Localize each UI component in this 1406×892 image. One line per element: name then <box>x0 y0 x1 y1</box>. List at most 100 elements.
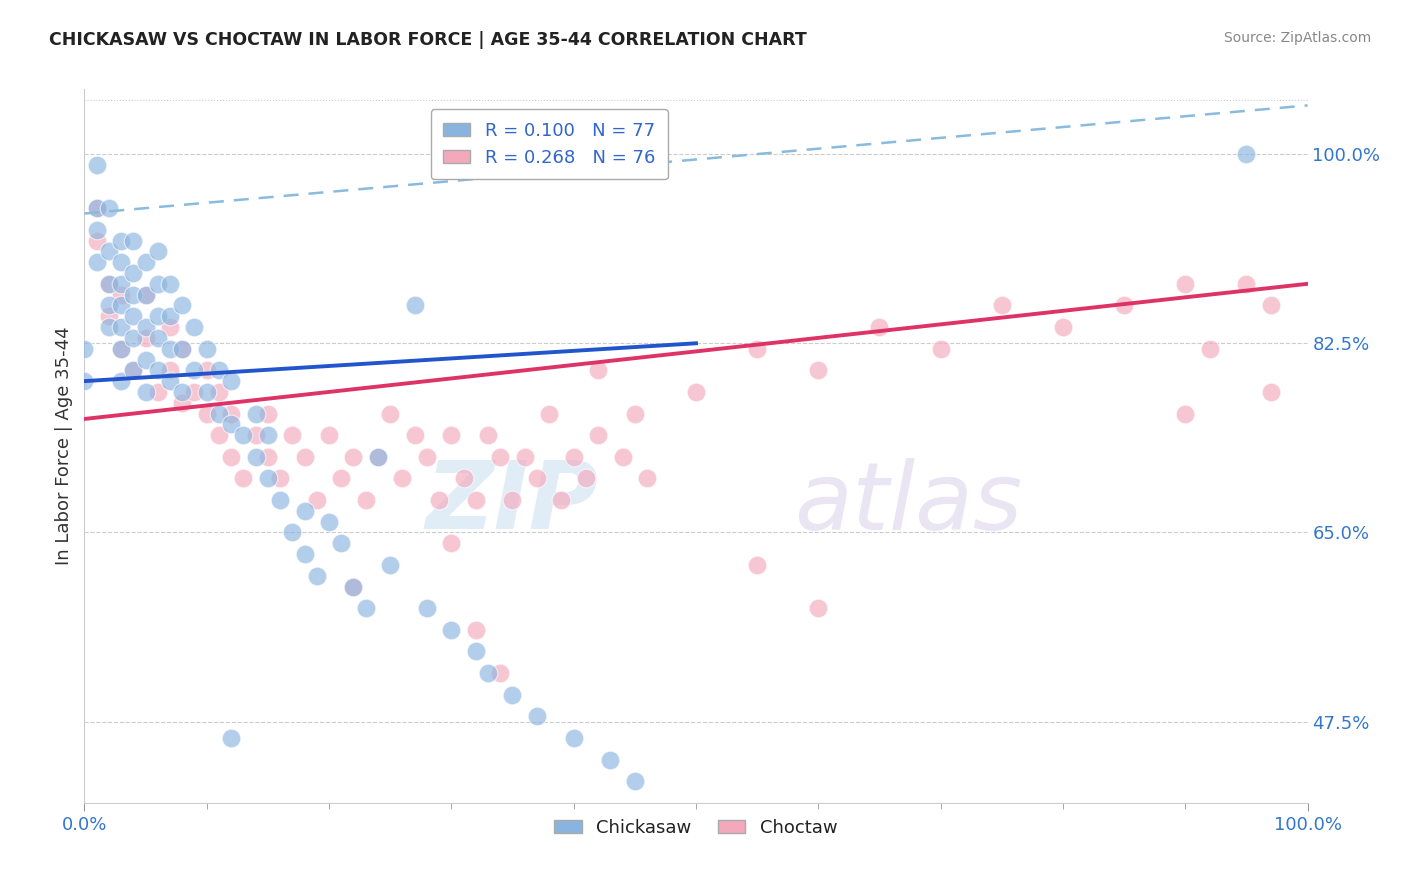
Point <box>208 384 231 399</box>
Point <box>869 320 891 334</box>
Point <box>135 320 157 334</box>
Point <box>380 558 402 572</box>
Point <box>219 417 242 432</box>
Point <box>427 493 450 508</box>
Point <box>477 428 499 442</box>
Point <box>747 342 769 356</box>
Point <box>110 234 132 248</box>
Point <box>219 374 242 388</box>
Point <box>219 407 242 421</box>
Point <box>342 580 364 594</box>
Point <box>464 623 486 637</box>
Point <box>305 568 328 582</box>
Point <box>538 407 561 421</box>
Point <box>232 471 254 485</box>
Point <box>73 374 96 388</box>
Point <box>208 363 231 377</box>
Point <box>330 536 353 550</box>
Point <box>526 709 548 723</box>
Point <box>159 374 181 388</box>
Point <box>97 244 120 259</box>
Point <box>122 266 145 280</box>
Point <box>807 601 830 615</box>
Point <box>245 407 267 421</box>
Point <box>97 277 120 291</box>
Point <box>86 201 108 215</box>
Point <box>110 342 132 356</box>
Point <box>404 428 426 442</box>
Point <box>464 644 486 658</box>
Point <box>269 471 291 485</box>
Point <box>257 428 280 442</box>
Point <box>172 396 194 410</box>
Point <box>281 525 304 540</box>
Point <box>122 310 145 324</box>
Point <box>612 450 634 464</box>
Point <box>257 471 280 485</box>
Point <box>146 244 169 259</box>
Point <box>110 342 132 356</box>
Point <box>97 310 120 324</box>
Point <box>489 666 512 681</box>
Point <box>208 428 231 442</box>
Point <box>1236 147 1258 161</box>
Point <box>991 298 1014 312</box>
Point <box>135 255 157 269</box>
Point <box>110 287 132 301</box>
Legend: Chickasaw, Choctaw: Chickasaw, Choctaw <box>547 812 845 844</box>
Point <box>1114 298 1136 312</box>
Point <box>86 158 108 172</box>
Point <box>208 407 231 421</box>
Point <box>1236 277 1258 291</box>
Point <box>146 310 169 324</box>
Point <box>562 450 585 464</box>
Point <box>391 471 413 485</box>
Point <box>159 277 181 291</box>
Point <box>97 320 120 334</box>
Point <box>172 384 194 399</box>
Point <box>245 450 267 464</box>
Text: Source: ZipAtlas.com: Source: ZipAtlas.com <box>1223 31 1371 45</box>
Point <box>110 320 132 334</box>
Point <box>342 580 364 594</box>
Point <box>97 277 120 291</box>
Point <box>159 363 181 377</box>
Point <box>159 320 181 334</box>
Point <box>146 277 169 291</box>
Point <box>97 298 120 312</box>
Point <box>245 428 267 442</box>
Point <box>416 450 439 464</box>
Point <box>159 310 181 324</box>
Point <box>294 547 316 561</box>
Point <box>135 331 157 345</box>
Point <box>232 428 254 442</box>
Point <box>586 363 609 377</box>
Point <box>440 428 463 442</box>
Point <box>502 493 524 508</box>
Point <box>135 384 157 399</box>
Point <box>1260 384 1282 399</box>
Point <box>1260 298 1282 312</box>
Point <box>122 331 145 345</box>
Point <box>122 234 145 248</box>
Point <box>464 493 486 508</box>
Point <box>1052 320 1074 334</box>
Point <box>416 601 439 615</box>
Point <box>269 493 291 508</box>
Text: atlas: atlas <box>794 458 1022 549</box>
Text: CHICKASAW VS CHOCTAW IN LABOR FORCE | AGE 35-44 CORRELATION CHART: CHICKASAW VS CHOCTAW IN LABOR FORCE | AG… <box>49 31 807 49</box>
Point <box>172 298 194 312</box>
Point <box>159 342 181 356</box>
Point <box>624 407 647 421</box>
Point <box>305 493 328 508</box>
Point <box>146 331 169 345</box>
Point <box>122 363 145 377</box>
Point <box>86 201 108 215</box>
Point <box>318 515 340 529</box>
Point <box>550 493 572 508</box>
Point <box>685 384 707 399</box>
Point <box>183 320 205 334</box>
Point <box>477 666 499 681</box>
Point <box>86 223 108 237</box>
Point <box>807 363 830 377</box>
